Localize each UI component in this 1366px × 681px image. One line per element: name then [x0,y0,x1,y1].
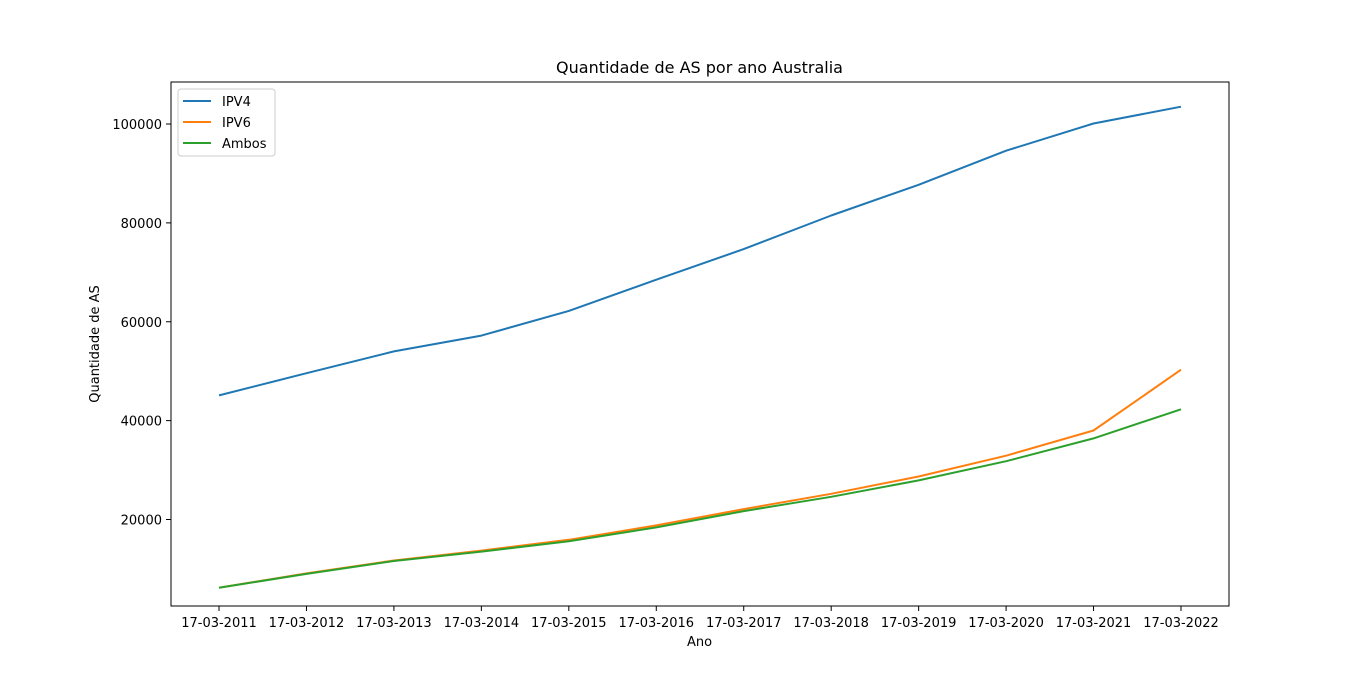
x-tick-label: 17-03-2012 [269,616,345,631]
y-tick-label: 60000 [121,316,162,331]
x-axis-title: Ano [687,635,712,650]
x-tick-label: 17-03-2017 [706,616,782,631]
x-tick-label: 17-03-2020 [968,616,1044,631]
series-line-ambos [218,408,1182,589]
x-tick-label: 17-03-2022 [1143,616,1219,631]
y-axis-title: Quantidade de AS [88,285,103,403]
y-tick-label: 20000 [121,513,162,528]
legend-label: IPV6 [222,116,251,131]
y-tick-label: 100000 [112,118,162,133]
x-tick-label: 17-03-2021 [1056,616,1132,631]
plot-frame [170,81,1230,607]
x-tick-label: 17-03-2011 [181,616,257,631]
legend-label: IPV4 [222,95,251,110]
chart-title: Quantidade de AS por ano Australia [556,58,843,77]
x-tick-label: 17-03-2018 [793,616,869,631]
legend-label: Ambos [222,137,267,152]
x-tick-label: 17-03-2013 [356,616,432,631]
x-tick-label: 17-03-2015 [531,616,607,631]
series-line-ipv4 [218,105,1182,397]
series-lines [218,105,1182,589]
y-tick-label: 80000 [121,217,162,232]
x-axis: 17-03-2011 17-03-2012 17-03-2013 17-03-2014… [181,606,1219,631]
legend-box [177,88,276,157]
x-tick-label: 17-03-2016 [618,616,694,631]
legend: IPV4 IPV6 Ambos [177,88,276,157]
y-axis: 20000 40000 60000 80000 100000 [112,118,171,528]
x-tick-label: 17-03-2019 [881,616,957,631]
y-tick-label: 40000 [121,415,162,430]
x-tick-label: 17-03-2014 [444,616,520,631]
